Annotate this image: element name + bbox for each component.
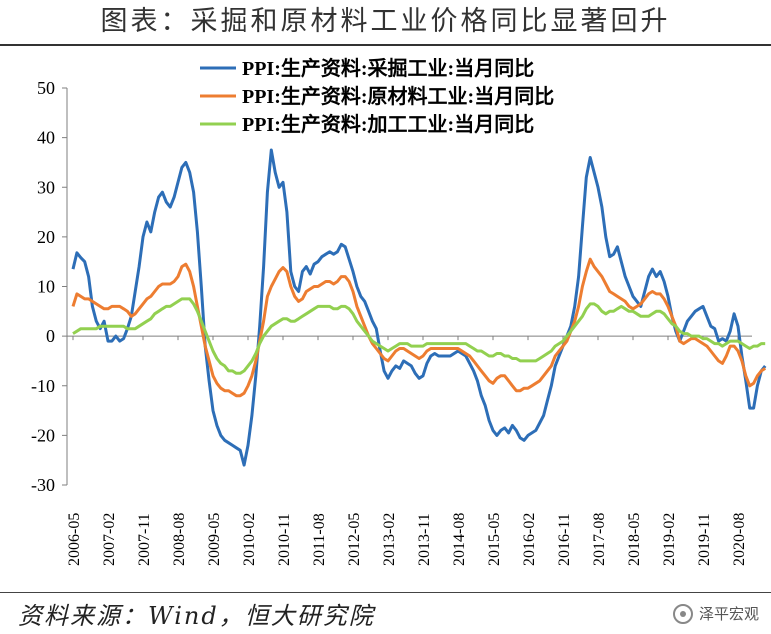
- x-tick-label: 2014-08: [451, 513, 468, 566]
- series-line-1: [71, 148, 767, 467]
- x-tick-label: 2013-02: [381, 513, 398, 566]
- chart-legend: PPI:生产资料:采掘工业:当月同比 PPI:生产资料:原材料工业:当月同比 PPI…: [200, 56, 554, 136]
- x-tick-label: 2007-11: [136, 513, 153, 566]
- x-tick-label: 2018-05: [626, 513, 643, 566]
- x-tick-label: 2008-08: [171, 513, 188, 566]
- y-tick-label: 20: [37, 227, 55, 247]
- wechat-icon: [672, 603, 693, 624]
- line-chart: -30 -20 -10 0 10 20 30 40 50 2006-05 2007-02 2007-1…: [31, 56, 767, 566]
- series-line-3: [72, 297, 766, 375]
- title-divider: [0, 44, 771, 46]
- y-tick-label: 30: [37, 177, 55, 197]
- footer-divider: [0, 592, 771, 593]
- x-tick-label: 2020-08: [731, 513, 748, 566]
- y-tick-label: -20: [31, 425, 55, 445]
- chart-title: 图表：采掘和原材料工业价格同比显著回升: [100, 6, 671, 37]
- x-tick-label: 2019-11: [696, 513, 713, 566]
- x-tick-label: 2013-11: [416, 513, 433, 566]
- y-tick-label: 10: [37, 277, 55, 297]
- x-tick-label: 2017-08: [591, 513, 608, 566]
- watermark: 泽平宏观: [672, 603, 759, 624]
- x-tick-label: 2015-05: [486, 513, 503, 566]
- y-tick-label: 0: [46, 326, 55, 346]
- chart-axes: -30 -20 -10 0 10 20 30 40 50 2006-05 2007-02 2007-1…: [31, 78, 752, 566]
- legend-label: PPI:生产资料:加工工业:当月同比: [242, 112, 534, 136]
- source-note: 资料来源：Wind，恒大研究院: [18, 602, 375, 630]
- x-tick-label: 2011-08: [311, 513, 328, 566]
- x-tick-label: 2007-02: [101, 513, 118, 566]
- x-tick-label: 2016-02: [521, 513, 538, 566]
- legend-label: PPI:生产资料:原材料工业:当月同比: [242, 84, 554, 108]
- y-tick-label: 40: [37, 128, 55, 148]
- watermark-label: 泽平宏观: [698, 605, 759, 623]
- x-tick-label: 2010-02: [241, 513, 258, 566]
- series-line-2: [71, 257, 767, 398]
- x-tick-label: 2012-05: [346, 513, 363, 566]
- chart-series: [71, 148, 767, 467]
- x-tick-label: 2019-02: [661, 513, 678, 566]
- x-tick-label: 2006-05: [66, 513, 83, 566]
- x-tick-label: 2009-05: [206, 513, 223, 566]
- x-tick-label: 2010-11: [276, 513, 293, 566]
- y-tick-label: 50: [37, 78, 55, 98]
- y-tick-label: -30: [31, 475, 55, 495]
- x-tick-label: 2016-11: [556, 513, 573, 566]
- legend-label: PPI:生产资料:采掘工业:当月同比: [242, 56, 534, 80]
- y-tick-label: -10: [31, 376, 55, 396]
